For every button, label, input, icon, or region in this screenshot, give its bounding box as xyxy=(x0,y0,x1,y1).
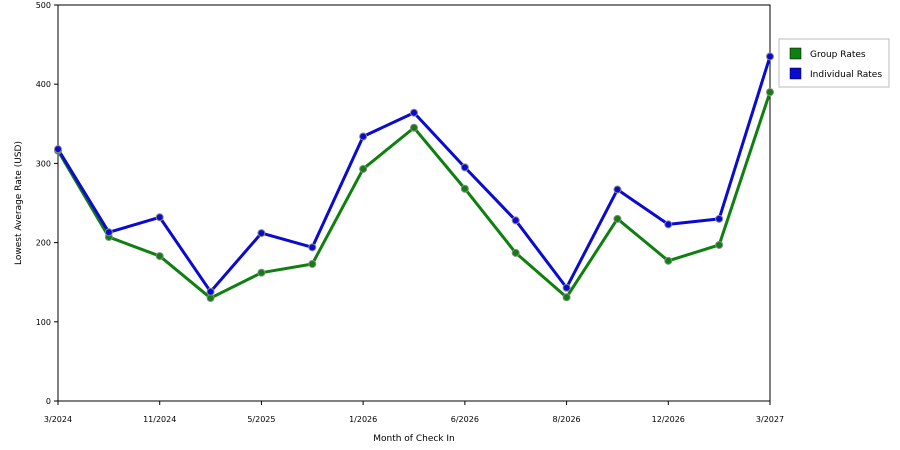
data-point-individual-rates xyxy=(715,214,724,223)
x-tick-label: 8/2026 xyxy=(552,415,580,424)
y-tick-label: 0 xyxy=(46,397,51,406)
y-axis-title: Lowest Average Rate (USD) xyxy=(14,141,24,265)
data-point-group-rates xyxy=(511,248,520,257)
x-tick-label: 6/2026 xyxy=(451,415,479,424)
data-point-individual-rates xyxy=(410,108,418,117)
x-tick-label: 3/2027 xyxy=(756,415,784,424)
data-point-individual-rates xyxy=(613,185,622,194)
data-point-group-rates xyxy=(766,88,774,97)
y-tick-label: 500 xyxy=(36,1,51,10)
y-tick-label: 200 xyxy=(36,239,51,248)
data-point-group-rates xyxy=(664,256,673,265)
data-point-individual-rates xyxy=(511,216,520,225)
legend: Group Rates Individual Rates xyxy=(778,38,890,88)
data-point-group-rates xyxy=(155,252,164,261)
plot-area xyxy=(57,4,771,402)
data-point-group-rates xyxy=(257,268,266,277)
data-point-group-rates xyxy=(613,214,622,223)
x-tick-label: 12/2026 xyxy=(652,415,685,424)
data-point-individual-rates xyxy=(257,229,266,238)
y-tick-label: 100 xyxy=(36,318,51,327)
data-point-individual-rates xyxy=(766,52,774,61)
data-point-individual-rates xyxy=(206,287,215,296)
data-point-individual-rates xyxy=(562,283,571,292)
data-point-individual-rates xyxy=(155,213,164,222)
x-axis-title: Month of Check In xyxy=(373,434,455,444)
data-point-group-rates xyxy=(410,123,418,132)
data-point-individual-rates xyxy=(54,145,62,154)
legend-label: Group Rates xyxy=(810,50,866,60)
x-tick-label: 1/2026 xyxy=(349,415,377,424)
legend-label: Individual Rates xyxy=(810,70,882,80)
y-tick-label: 400 xyxy=(36,80,51,89)
x-tick-label: 3/2024 xyxy=(44,415,72,424)
x-tick-label: 5/2025 xyxy=(247,415,275,424)
data-point-group-rates xyxy=(359,164,368,173)
x-tick-label: 11/2024 xyxy=(143,415,176,424)
axes-layer: 0 100 200 300 400 500 3/2024 11/2024 5/2025 1/202… xyxy=(14,1,784,444)
legend-swatch xyxy=(789,47,802,60)
data-point-individual-rates xyxy=(359,132,368,141)
data-point-individual-rates xyxy=(664,220,673,229)
data-point-individual-rates xyxy=(460,163,469,172)
data-point-individual-rates xyxy=(104,228,113,237)
data-point-individual-rates xyxy=(308,243,317,252)
y-tick-label: 300 xyxy=(36,159,51,168)
legend-swatch xyxy=(789,67,802,80)
data-point-group-rates xyxy=(715,240,724,249)
data-point-group-rates xyxy=(460,184,469,193)
data-point-group-rates xyxy=(562,293,571,302)
series-layer xyxy=(54,52,774,303)
data-point-group-rates xyxy=(308,259,317,268)
